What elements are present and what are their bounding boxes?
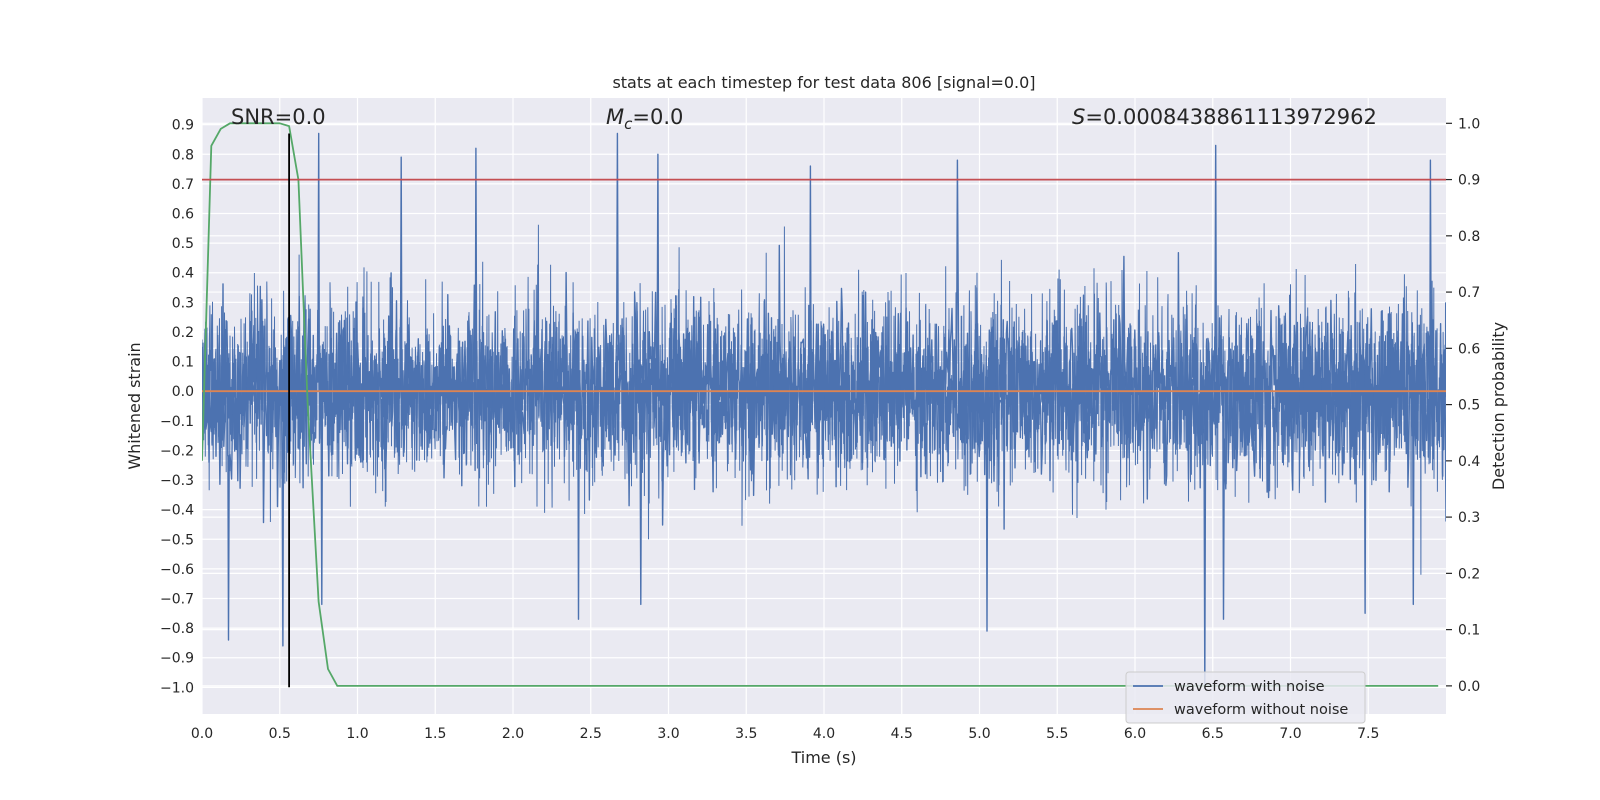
y2-tick-label: 0.9: [1458, 173, 1480, 189]
y-tick-label: 0.4: [172, 266, 194, 282]
y-tick-label: 0.6: [172, 207, 194, 223]
x-tick-label: 0.5: [269, 726, 291, 742]
y2-tick-label: 0.1: [1458, 623, 1480, 639]
y-tick-label: −0.8: [160, 621, 194, 637]
x-tick-label: 1.5: [424, 726, 446, 742]
y-tick-label: −0.6: [160, 562, 194, 578]
y-tick-label: −0.3: [160, 473, 194, 489]
s-value: =0.0008438861113972962: [1085, 105, 1377, 129]
y-tick-label: −0.5: [160, 532, 194, 548]
x-tick-label: 7.0: [1279, 726, 1301, 742]
y-tick-label: 0.7: [172, 177, 194, 193]
y2-tick-label: 1.0: [1458, 116, 1480, 132]
y2-tick-label: 0.0: [1458, 679, 1480, 695]
series-line-detection-probability: [202, 122, 1439, 687]
s-annotation: S=0.0008438861113972962: [1072, 105, 1377, 129]
y2-axis-label: Detection probability: [1489, 322, 1508, 490]
x-tick-label: 1.0: [346, 726, 368, 742]
x-tick-label: 7.5: [1357, 726, 1379, 742]
y-axis-label: Whitened strain: [125, 342, 144, 469]
y-tick-label: 0.0: [172, 384, 194, 400]
x-axis-label: Time (s): [790, 748, 856, 767]
legend-box: [1125, 671, 1366, 724]
mc-symbol: M: [606, 105, 624, 129]
y-tick-label: −0.4: [160, 503, 194, 519]
chart-title: stats at each timestep for test data 806…: [612, 73, 1035, 92]
y-tick-label: 0.3: [172, 295, 194, 311]
x-tick-label: 6.0: [1124, 726, 1146, 742]
y2-tick-label: 0.3: [1458, 510, 1480, 526]
x-tick-label: 2.0: [502, 726, 524, 742]
y-tick-label: −0.9: [160, 651, 194, 667]
x-tick-label: 4.5: [891, 726, 913, 742]
y2-tick-label: 0.6: [1458, 341, 1480, 357]
y2-tick-label: 0.2: [1458, 566, 1480, 582]
y2-tick-label: 0.4: [1458, 454, 1480, 470]
s-symbol: S: [1072, 105, 1085, 129]
y-tick-label: 0.9: [172, 118, 194, 134]
y-tick-label: 0.8: [172, 147, 194, 163]
y2-tick-label: 0.8: [1458, 229, 1480, 245]
x-tick-label: 3.5: [735, 726, 757, 742]
y-tick-label: 0.2: [172, 325, 194, 341]
y2-tick-label: 0.7: [1458, 285, 1480, 301]
x-tick-label: 2.5: [580, 726, 602, 742]
x-tick-label: 3.0: [657, 726, 679, 742]
y-tick-label: −0.1: [160, 414, 194, 430]
y-axis-ticks: 0.9 0.8 0.7 0.6 0.5 0.4 0.3 0.2 0.1 0.0 −0.1 −0.2 −0…: [160, 118, 194, 697]
x-tick-label: 5.5: [1046, 726, 1068, 742]
x-tick-label: 6.5: [1202, 726, 1224, 742]
x-axis-ticks: 0.0 0.5 1.0 1.5 2.0 2.5 3.0 3.5 4.0 4.5 5.0 5.5 6.0 6…: [191, 726, 1380, 742]
y-tick-label: 0.1: [172, 355, 194, 371]
mc-value: =0.0: [632, 105, 683, 129]
y-tick-label: −0.7: [160, 592, 194, 608]
legend-label-waveform-without-noise: waveform without noise: [1174, 702, 1348, 718]
y-tick-label: −1.0: [160, 680, 194, 696]
x-tick-label: 0.0: [191, 726, 213, 742]
series-band-waveform-with-noise: [202, 224, 1446, 575]
y-tick-label: −0.2: [160, 443, 194, 459]
snr-annotation: SNR=0.0: [231, 105, 326, 129]
y-tick-label: 0.5: [172, 236, 194, 252]
x-tick-label: 4.0: [813, 726, 835, 742]
x-tick-label: 5.0: [968, 726, 990, 742]
mc-annotation: Mc=0.0: [606, 105, 683, 133]
mc-subscript: c: [624, 115, 633, 133]
y2-tick-label: 0.5: [1458, 398, 1480, 414]
legend: waveform with noise waveform without noi…: [1125, 671, 1366, 724]
y2-axis-ticks: 1.0 0.9 0.8 0.7 0.6 0.5 0.4 0.3 0.2 0.1 0.0: [1446, 116, 1480, 695]
legend-label-waveform-with-noise: waveform with noise: [1174, 679, 1325, 695]
